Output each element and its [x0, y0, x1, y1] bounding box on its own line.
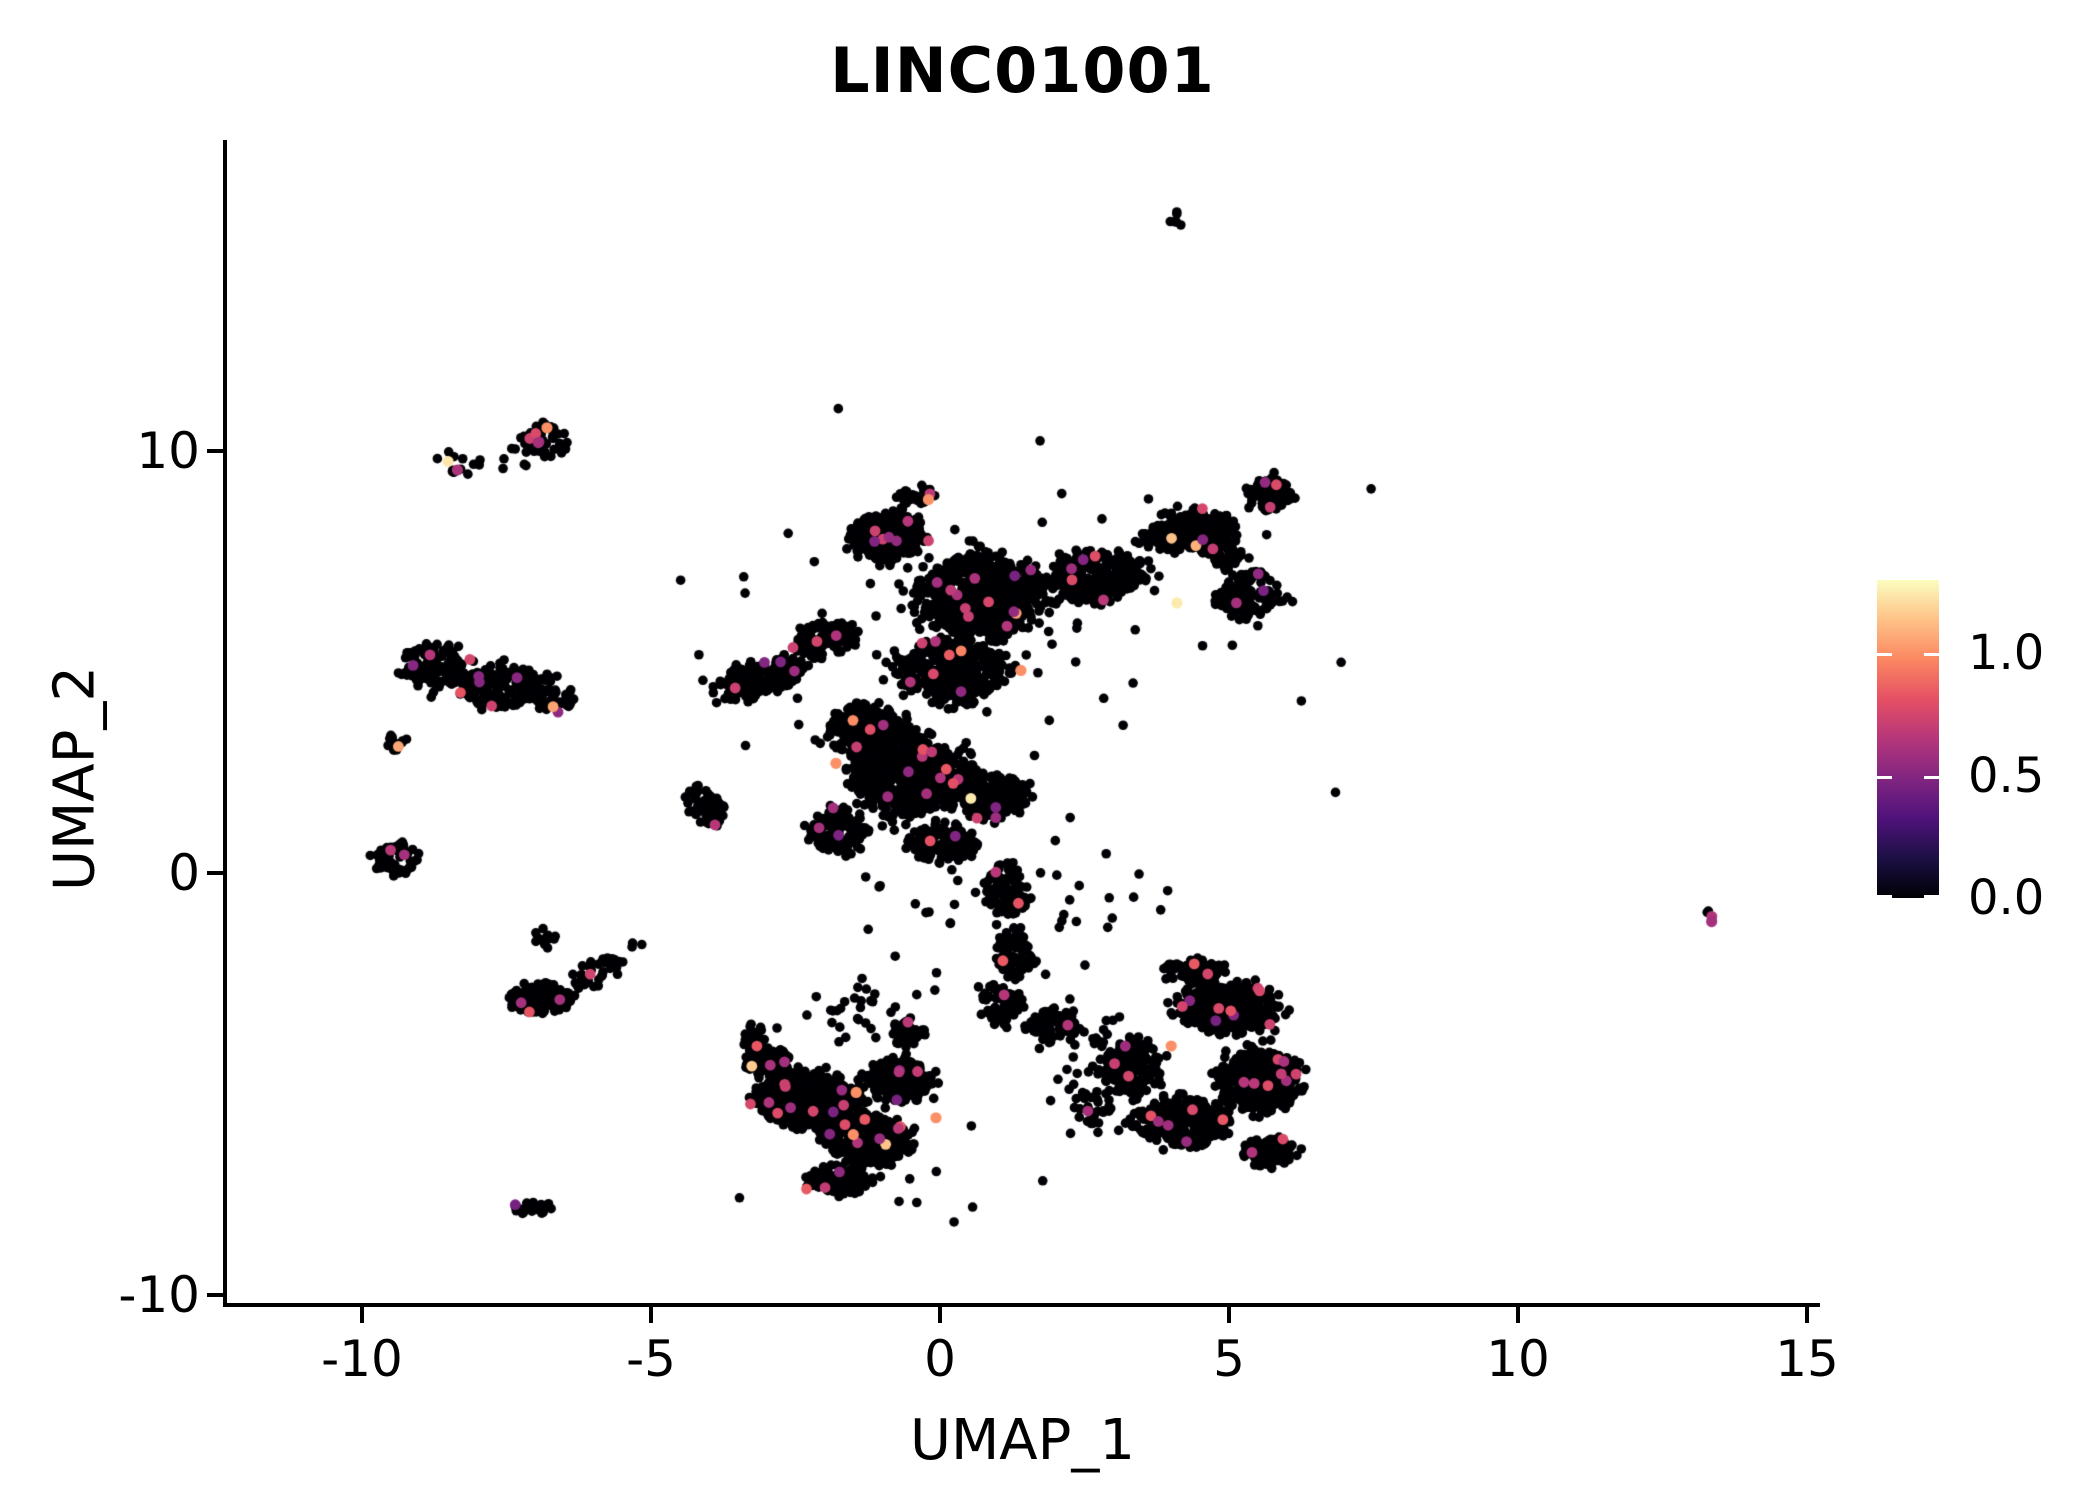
colorbar-tick-mark [1924, 775, 1939, 779]
colorbar-tick-label: 1.0 [1968, 625, 2045, 682]
x-tick-mark [938, 1307, 942, 1323]
x-axis-line [223, 1303, 1820, 1307]
x-tick-label: 0 [924, 1330, 956, 1388]
y-tick-mark [207, 449, 223, 453]
x-tick-label: -10 [321, 1330, 403, 1388]
y-axis-label: UMAP_2 [42, 666, 108, 892]
x-tick-label: 10 [1486, 1330, 1550, 1388]
x-tick-mark [1516, 1307, 1520, 1323]
colorbar-tick-label: 0.0 [1968, 870, 2045, 926]
x-tick-label: 15 [1775, 1330, 1839, 1388]
x-tick-mark [360, 1307, 364, 1323]
y-axis-line [223, 140, 227, 1307]
colorbar-tick-mark [1877, 653, 1892, 657]
y-tick-mark [207, 871, 223, 875]
x-tick-mark [1227, 1307, 1231, 1323]
x-tick-mark [1805, 1307, 1809, 1323]
colorbar-tick-mark [1924, 895, 1939, 898]
x-tick-label: 5 [1213, 1330, 1245, 1388]
x-tick-mark [649, 1307, 653, 1323]
x-tick-label: -5 [626, 1330, 676, 1388]
x-axis-label: UMAP_1 [909, 1408, 1135, 1473]
colorbar-tick-mark [1877, 895, 1892, 898]
colorbar-tick-label: 0.5 [1968, 747, 2045, 804]
y-tick-label: 10 [136, 422, 200, 480]
expression-colorbar [1877, 580, 1939, 898]
y-tick-label: -10 [118, 1266, 200, 1324]
plot-title: LINC01001 [830, 34, 1215, 107]
y-tick-mark [207, 1293, 223, 1297]
colorbar-tick-mark [1877, 775, 1892, 779]
colorbar-tick-mark [1924, 653, 1939, 657]
y-tick-label: 0 [168, 844, 200, 902]
colorbar-gradient [1877, 580, 1939, 898]
